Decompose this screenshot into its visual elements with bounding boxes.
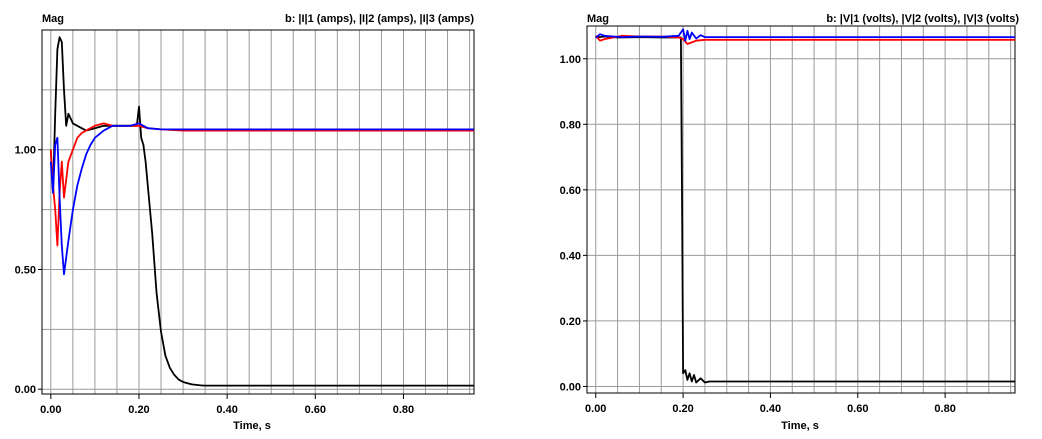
voltage-magnitude-chart: Mag b: |V|1 (volts), |V|2 (volts), |V|3 … [545,0,1042,434]
y-tick-label: 0.00 [560,381,581,393]
series-line-i2 [49,122,474,247]
series-line-i3 [49,122,474,276]
series-line-v3 [595,28,1015,42]
x-tick-label: 0.00 [585,403,606,415]
y-axis-label: Mag [42,13,64,25]
series-line-v1 [595,35,1015,384]
plot-frame [586,25,1016,394]
x-tick-label: 0.80 [934,403,955,415]
x-axis-label: Time, s [781,420,819,432]
x-tick-label: 0.20 [672,403,693,415]
x-tick-label: 0.60 [305,404,326,416]
series-line-i1 [49,36,474,387]
y-tick-label: 0.00 [15,384,36,396]
x-tick-label: 0.40 [216,404,237,416]
legend-text: b: |V|1 (volts), |V|2 (volts), |V|3 (vol… [826,13,1019,25]
y-tick-label: 0.40 [560,250,581,262]
x-tick-label: 0.80 [393,404,414,416]
x-tick-label: 0.40 [760,403,781,415]
current-magnitude-chart: Mag b: |I|1 (amps), |I|2 (amps), |I|3 (a… [0,0,500,434]
y-tick-label: 0.60 [560,185,581,197]
voltage-magnitude-plot: Mag b: |V|1 (volts), |V|2 (volts), |V|3 … [560,13,1020,432]
plot-frame [41,29,475,395]
y-tick-label: 0.20 [560,316,581,328]
y-tick-label: 1.00 [560,54,581,66]
current-magnitude-plot: Mag b: |I|1 (amps), |I|2 (amps), |I|3 (a… [15,13,475,432]
x-axis-label: Time, s [233,420,271,432]
x-tick-label: 0.20 [128,404,149,416]
x-tick-label: 0.60 [847,403,868,415]
legend-text: b: |I|1 (amps), |I|2 (amps), |I|3 (amps) [285,13,474,25]
x-tick-label: 0.00 [40,404,61,416]
y-tick-label: 0.50 [15,264,36,276]
y-axis-label: Mag [587,13,609,25]
y-tick-label: 1.00 [15,145,36,157]
y-tick-label: 0.80 [560,119,581,131]
